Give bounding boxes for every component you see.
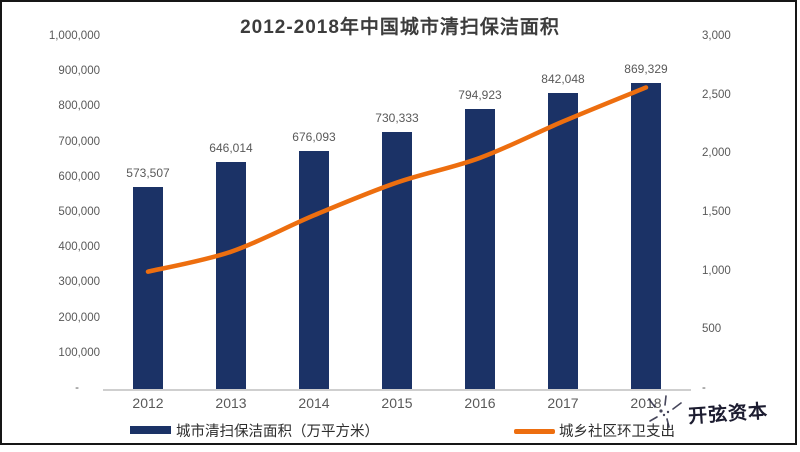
legend-bar-label: 城市清扫保洁面积（万平方米） — [176, 424, 379, 440]
x-axis-label-2018: 2018 — [630, 395, 662, 411]
y-axis-left-tick: 1,000,000 — [48, 30, 100, 42]
bar-value-label: 573,507 — [126, 166, 170, 181]
y-axis-left-tick: 500,000 — [58, 206, 100, 218]
x-axis-label-2014: 2014 — [298, 395, 330, 411]
x-axis-line — [103, 389, 691, 391]
sparkle-icon — [648, 395, 682, 428]
bar-2014 — [299, 151, 329, 389]
x-axis-label-2017: 2017 — [547, 395, 579, 411]
legend-line-swatch — [514, 429, 555, 434]
bar-value-label: 842,048 — [541, 71, 585, 86]
bar-2016 — [465, 109, 495, 389]
legend-bar-swatch — [130, 426, 171, 434]
y-axis-left-tick: 300,000 — [58, 276, 100, 289]
legend-line-label: 城乡社区环卫支出 — [559, 424, 675, 440]
x-axis-label-2012: 2012 — [132, 395, 164, 411]
chart-title: 2012-2018年中国城市清扫保洁面积 — [240, 17, 560, 38]
y-axis-left-tick: 100,000 — [58, 346, 100, 359]
y-axis-left-tick: 600,000 — [58, 170, 100, 183]
bar-2018 — [631, 82, 661, 389]
watermark-text: 开弦资本 — [687, 401, 769, 428]
y-axis-left-tick: 900,000 — [58, 65, 100, 78]
x-axis-label-2015: 2015 — [381, 395, 413, 411]
y-axis-right-tick: 2,500 — [702, 88, 731, 101]
y-axis-left-tick: 700,000 — [58, 135, 100, 148]
y-axis-right-tick: 1,000 — [702, 264, 731, 277]
x-axis-label-2013: 2013 — [215, 395, 247, 411]
bar-value-label: 794,923 — [458, 88, 502, 103]
y-axis-left-tick: 800,000 — [58, 100, 100, 113]
bar-value-label: 869,329 — [624, 61, 668, 76]
bar-value-label: 730,333 — [375, 110, 419, 125]
y-axis-left-tick: 400,000 — [58, 241, 100, 254]
x-axis-label-2016: 2016 — [464, 395, 496, 411]
y-axis-right-tick: - — [702, 382, 706, 394]
bar-2012 — [133, 187, 163, 389]
bar-value-label: 676,093 — [292, 130, 336, 144]
y-axis-right-tick: 500 — [702, 323, 722, 336]
y-axis-left-tick: - — [75, 382, 79, 394]
y-axis-right-tick: 2,000 — [702, 147, 731, 160]
y-axis-right-tick: 3,000 — [702, 30, 731, 42]
bar-2013 — [216, 161, 246, 389]
bar-2017 — [548, 92, 578, 389]
bar-2015 — [382, 131, 412, 389]
y-axis-right-tick: 1,500 — [702, 206, 731, 218]
y-axis-left-tick: 200,000 — [58, 311, 100, 324]
bar-value-label: 646,014 — [209, 140, 253, 155]
